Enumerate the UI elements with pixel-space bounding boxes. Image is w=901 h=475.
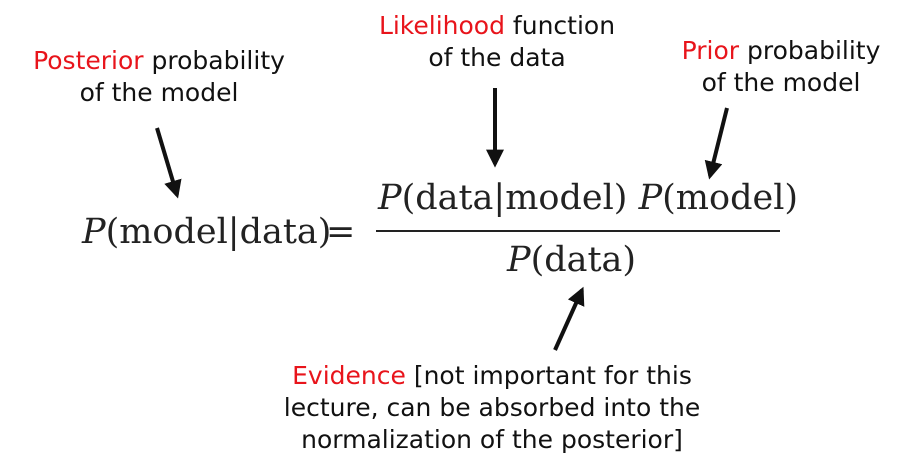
evidence-label-line1: Evidence [not important for this — [262, 360, 722, 392]
posterior-label-line2: of the model — [79, 78, 239, 107]
posterior-label: Posterior probability of the model — [20, 45, 298, 109]
denominator-args: (data) — [530, 240, 637, 280]
posterior-keyword: Posterior — [33, 46, 144, 75]
equation-numerator: P(data|model) P(model) — [378, 176, 798, 220]
likelihood-label-rest: function — [504, 11, 616, 40]
numerator-symbol-2: P — [638, 178, 663, 218]
numerator-symbol-1: P — [378, 178, 402, 218]
evidence-label-line2: lecture, can be absorbed into the — [283, 393, 701, 422]
equation-lhs: P(model|data) — [82, 210, 331, 254]
likelihood-label: Likelihood function of the data — [360, 10, 634, 74]
prior-arrow — [704, 107, 729, 180]
posterior-arrow — [155, 127, 182, 199]
lhs-symbol: P — [82, 212, 106, 252]
evidence-keyword: Evidence — [292, 361, 406, 390]
prior-label-line2: of the model — [701, 68, 861, 97]
prior-label-rest: probability — [739, 36, 881, 65]
posterior-label-rest: probability — [143, 46, 285, 75]
fraction-bar — [376, 230, 780, 232]
numerator-args-2: (model) — [662, 178, 799, 218]
prior-label-line1: Prior probability — [668, 35, 894, 67]
evidence-label-rest: [not important for this — [405, 361, 692, 390]
equals-sign: = — [326, 212, 356, 252]
posterior-label-line1: Posterior probability — [20, 45, 298, 77]
equation-denominator: P(data) — [507, 238, 636, 282]
lhs-args: (model|data) — [105, 212, 332, 252]
numerator-args-1: (data|model) — [401, 178, 628, 218]
evidence-arrow — [553, 286, 585, 351]
evidence-label: Evidence [not important for this lecture… — [262, 360, 722, 456]
prior-keyword: Prior — [681, 36, 740, 65]
likelihood-keyword: Likelihood — [378, 11, 505, 40]
likelihood-label-line1: Likelihood function — [360, 10, 634, 42]
likelihood-label-line2: of the data — [428, 43, 566, 72]
denominator-symbol: P — [507, 240, 531, 280]
evidence-label-line3: normalization of the posterior] — [301, 425, 683, 454]
prior-label: Prior probability of the model — [668, 35, 894, 99]
